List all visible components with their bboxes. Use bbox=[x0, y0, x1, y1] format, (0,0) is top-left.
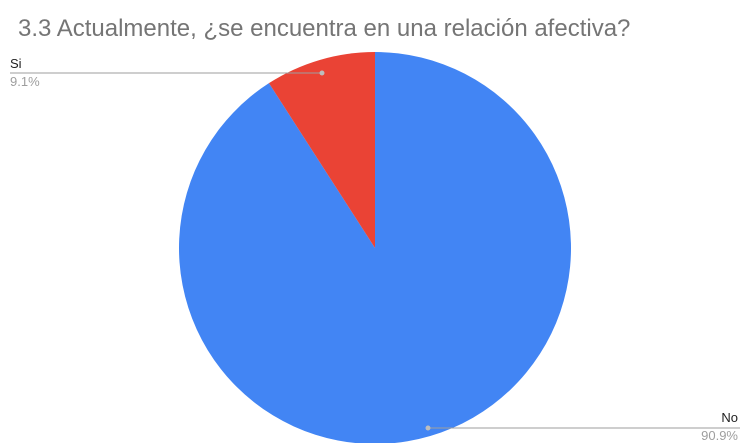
slice-percent-no: 90.9% bbox=[701, 428, 738, 443]
slice-label-si: Si bbox=[10, 56, 22, 71]
pie-slice-no bbox=[179, 52, 571, 443]
pie-slices bbox=[179, 52, 571, 443]
chart-title: 3.3 Actualmente, ¿se encuentra en una re… bbox=[18, 15, 630, 42]
pie-labels: No 90.9% Si 9.1% bbox=[10, 56, 740, 443]
leader-dot-no bbox=[425, 425, 431, 431]
slice-label-no: No bbox=[721, 410, 738, 425]
pie-slice-si bbox=[268, 52, 375, 248]
slice-percent-si: 9.1% bbox=[10, 74, 40, 89]
leader-dot-si bbox=[319, 70, 325, 76]
